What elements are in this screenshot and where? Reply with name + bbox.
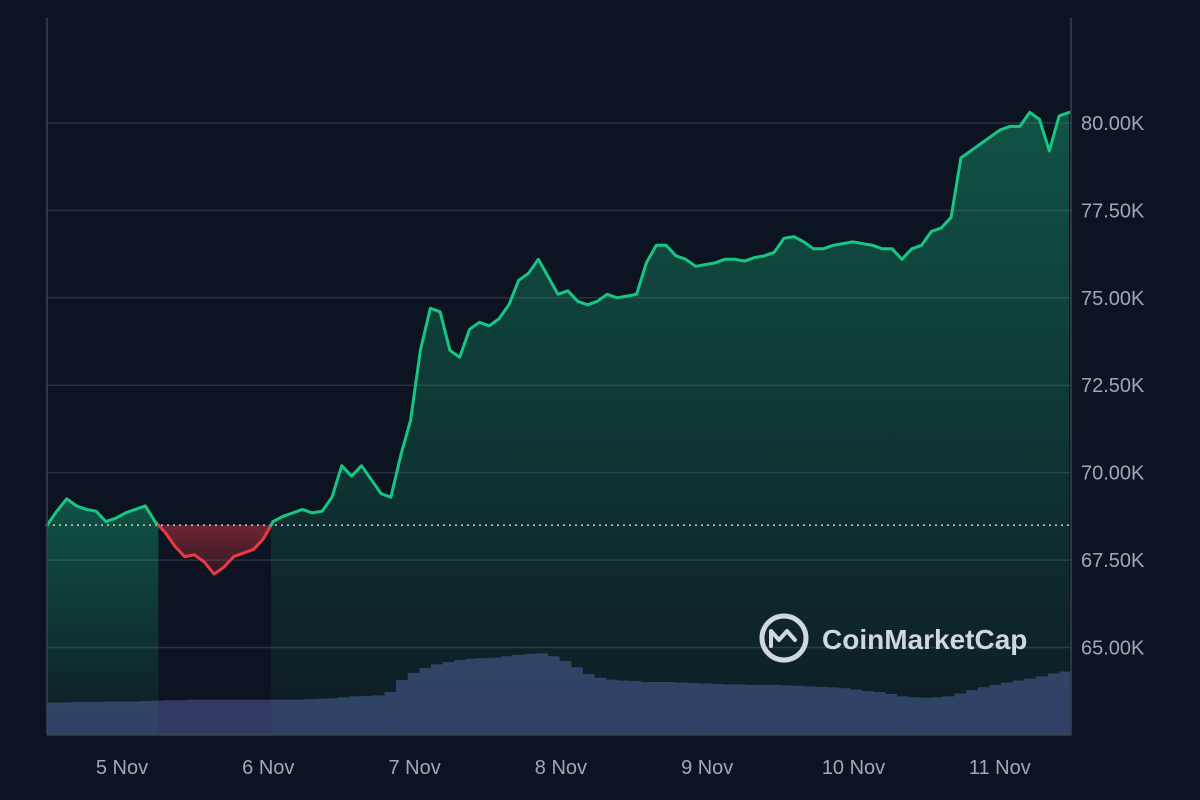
- y-tick-label: 72.50K: [1081, 375, 1145, 397]
- y-tick-label: 70.00K: [1081, 463, 1145, 485]
- y-tick-label: 75.00K: [1081, 288, 1145, 310]
- x-tick-label: 5 Nov: [96, 757, 148, 779]
- y-tick-label: 67.50K: [1081, 550, 1145, 572]
- x-tick-label: 6 Nov: [242, 757, 294, 779]
- x-tick-label: 8 Nov: [535, 757, 587, 779]
- y-tick-label: 80.00K: [1081, 113, 1145, 135]
- price-area-down: [158, 525, 272, 575]
- price-area-up: [271, 112, 1070, 735]
- brand-watermark: CoinMarketCap: [759, 613, 1027, 663]
- y-tick-label: 77.50K: [1081, 200, 1145, 222]
- volume-bar: [256, 699, 269, 735]
- volume-bar: [175, 700, 188, 735]
- axis-layer: [46, 18, 1072, 736]
- x-tick-label: 7 Nov: [388, 757, 440, 779]
- price-line-layer: [45, 110, 1071, 576]
- volume-bar: [233, 699, 246, 735]
- volume-bar: [198, 699, 211, 735]
- price-area-layer: [47, 112, 1070, 735]
- volume-bar: [186, 699, 199, 735]
- x-tick-labels: 5 Nov 6 Nov 7 Nov 8 Nov 9 Nov 10 Nov 11 Nov: [96, 757, 1031, 779]
- brand-name: CoinMarketCap: [822, 624, 1027, 655]
- volume-bar: [209, 699, 223, 735]
- x-tick-label: 10 Nov: [822, 757, 885, 779]
- price-area-up: [47, 498, 159, 735]
- y-tick-label: 65.00K: [1081, 638, 1145, 660]
- price-line-up: [45, 497, 160, 527]
- volume-bar: [163, 700, 176, 735]
- price-line-up: [269, 110, 1071, 527]
- y-tick-labels: 65.00K 67.50K 70.00K 72.50K 75.00K 77.50K 80.0…: [1081, 113, 1145, 660]
- volume-bar: [221, 699, 234, 735]
- coinmarketcap-logo-icon: [759, 613, 809, 663]
- x-tick-label: 9 Nov: [681, 757, 733, 779]
- x-tick-label: 11 Nov: [969, 757, 1031, 779]
- volume-bar: [244, 699, 258, 735]
- price-line-down: [156, 523, 273, 576]
